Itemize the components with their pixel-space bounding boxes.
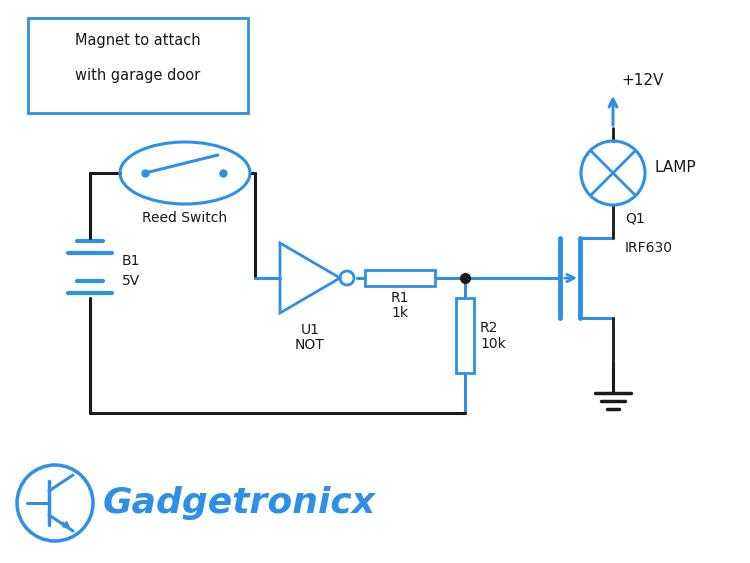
Text: R1: R1 bbox=[391, 291, 410, 305]
Text: with garage door: with garage door bbox=[75, 68, 201, 83]
Bar bbox=[365, 270, 435, 286]
Text: Gadgetronicx: Gadgetronicx bbox=[103, 486, 376, 520]
Text: B1: B1 bbox=[122, 254, 140, 268]
Text: R2: R2 bbox=[480, 320, 498, 334]
Text: 1k: 1k bbox=[392, 306, 409, 320]
Text: Q1: Q1 bbox=[625, 211, 645, 225]
Bar bbox=[456, 298, 474, 373]
Text: U1: U1 bbox=[301, 323, 320, 337]
Text: 5V: 5V bbox=[122, 274, 140, 288]
Text: Reed Switch: Reed Switch bbox=[142, 211, 227, 225]
Text: NOT: NOT bbox=[295, 338, 325, 352]
Text: Magnet to attach: Magnet to attach bbox=[75, 33, 201, 48]
Text: IRF630: IRF630 bbox=[625, 241, 673, 255]
Bar bbox=[28, 18, 248, 113]
Text: 10k: 10k bbox=[480, 337, 506, 351]
Text: +12V: +12V bbox=[621, 73, 663, 88]
Text: LAMP: LAMP bbox=[655, 160, 697, 176]
